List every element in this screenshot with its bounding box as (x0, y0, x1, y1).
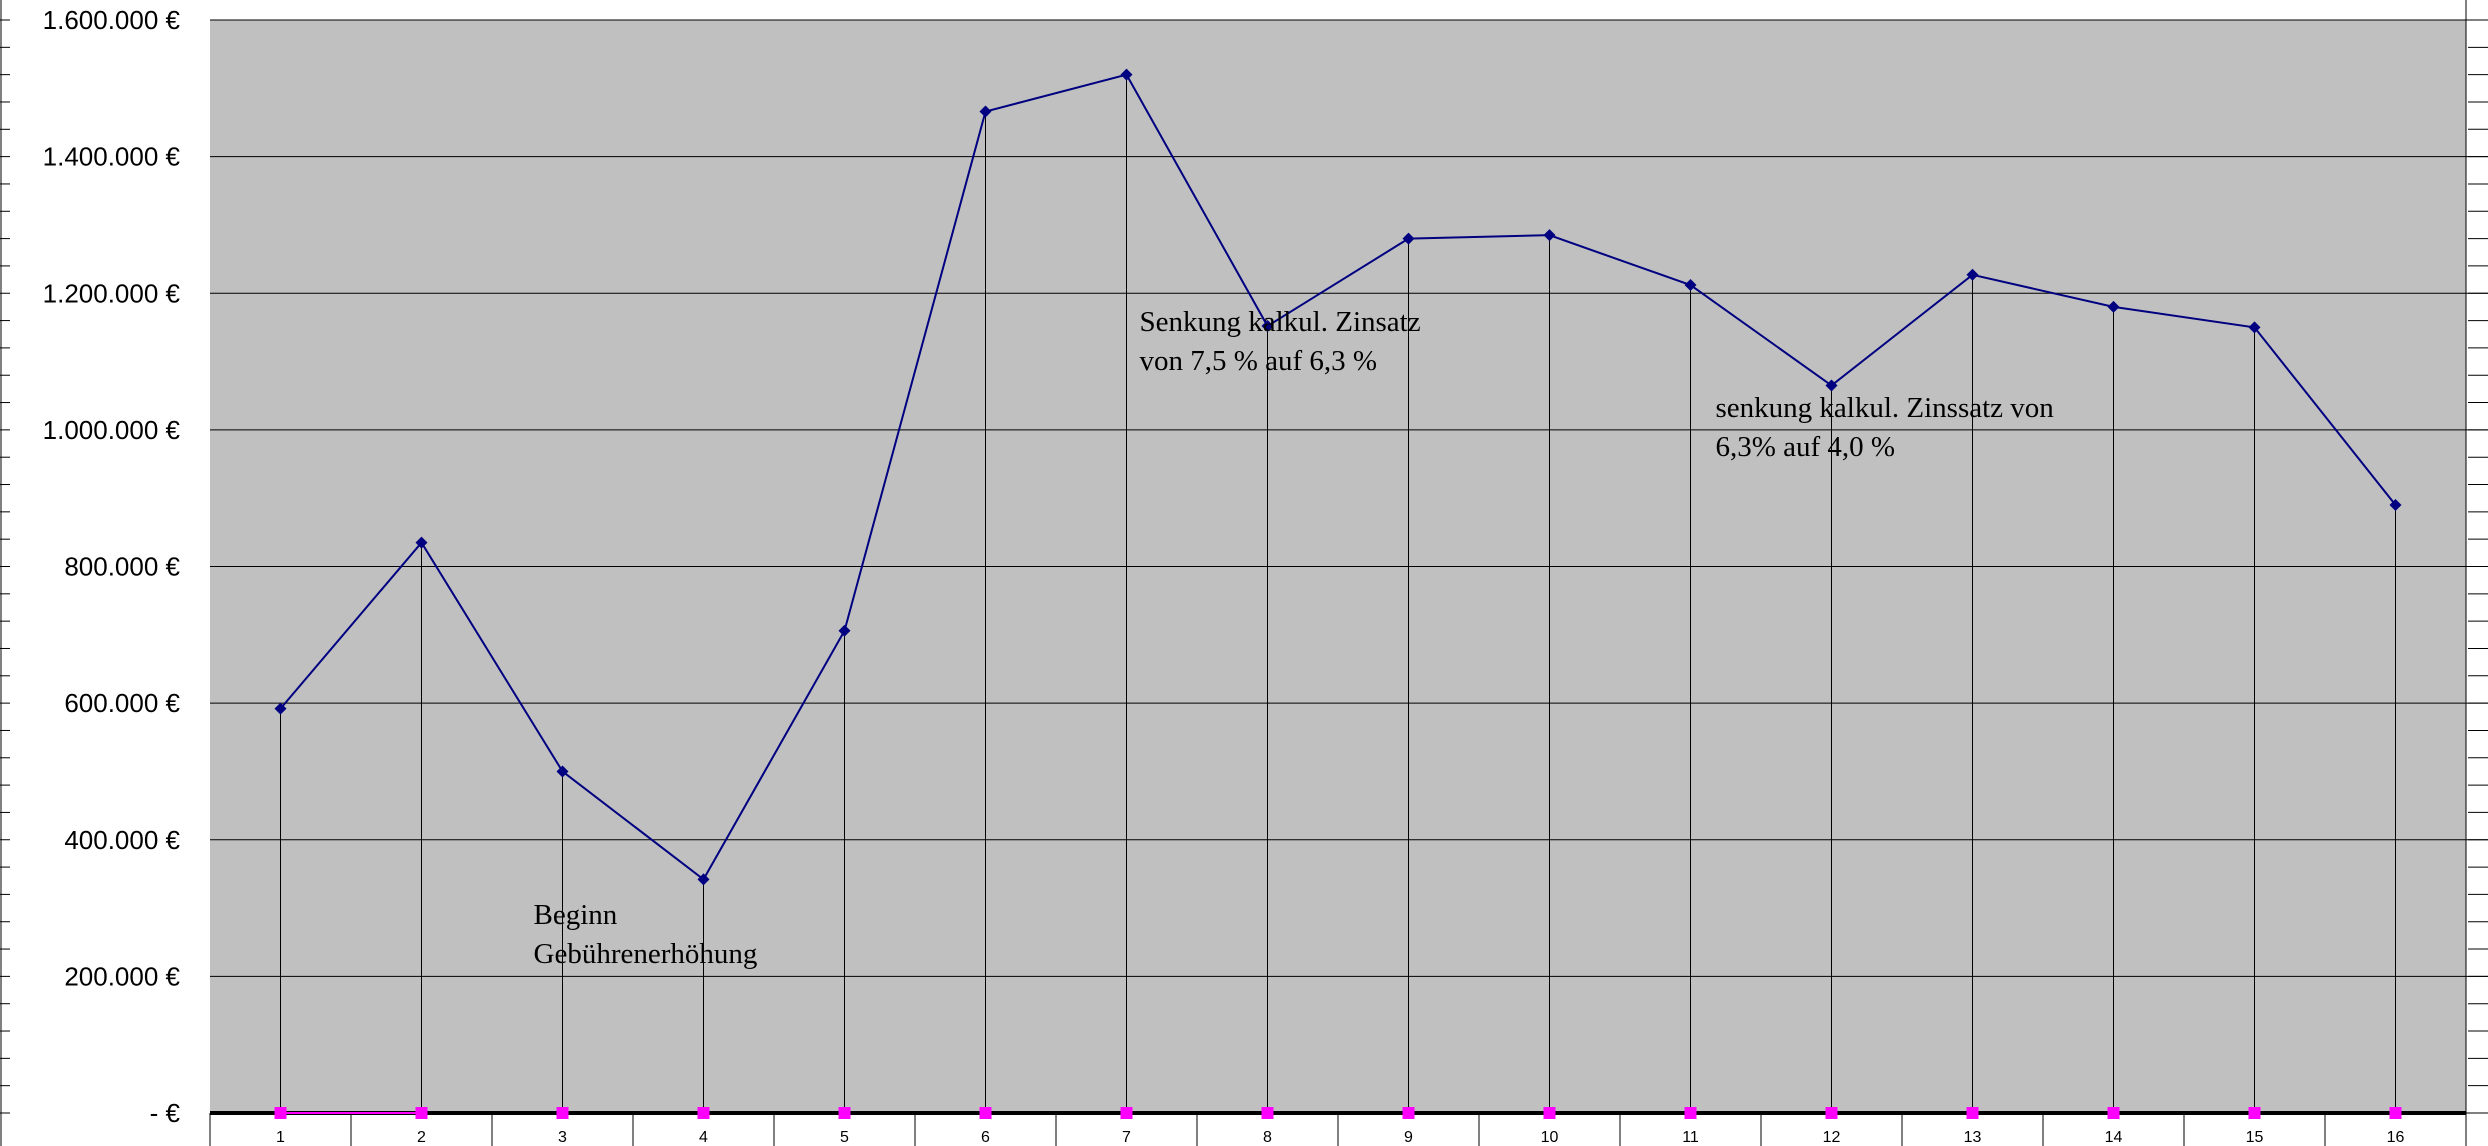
data-point (1684, 279, 1697, 292)
data-point (2389, 499, 2402, 512)
annotation-line: 6,3% auf 4,0 % (1715, 431, 1896, 464)
data-point-zero (838, 1107, 851, 1119)
data-point (2248, 321, 2261, 334)
data-point (415, 536, 428, 549)
y-tick-label: 1.200.000 € (43, 278, 181, 308)
data-point (556, 765, 569, 778)
x-tick-label: 10 (1541, 1129, 1559, 1146)
x-tick-label: 16 (2387, 1129, 2405, 1146)
x-tick-label: 6 (981, 1129, 990, 1146)
data-point-zero (1261, 1107, 1274, 1119)
y-tick-label: 800.000 € (64, 552, 180, 582)
x-tick-label: 7 (1122, 1129, 1131, 1146)
annotation-line: Gebührenerhöhung (533, 938, 758, 971)
y-tick-label: 200.000 € (64, 961, 180, 991)
x-tick-label: 5 (840, 1129, 849, 1146)
annotation-line: Senkung kalkul. Zinsatz (1139, 305, 1421, 338)
x-tick-label: 8 (1263, 1129, 1272, 1146)
x-tick-label: 2 (417, 1129, 426, 1146)
x-tick-label: 12 (1823, 1129, 1841, 1146)
data-point (1966, 268, 1979, 281)
data-point (1825, 379, 1838, 392)
data-point-zero (2248, 1107, 2261, 1119)
y-tick-label: 400.000 € (64, 825, 180, 855)
y-tick-label: 1.000.000 € (43, 415, 181, 445)
x-tick-label: 4 (699, 1129, 708, 1146)
data-point (274, 702, 287, 715)
x-tick-label: 3 (558, 1129, 567, 1146)
x-tick-label: 14 (2105, 1129, 2123, 1146)
x-tick-label: 13 (1964, 1129, 1982, 1146)
x-tick-label: 15 (2246, 1129, 2264, 1146)
data-point-zero (556, 1107, 569, 1119)
y-tick-label: 1.600.000 € (43, 5, 181, 35)
data-point-zero (2107, 1107, 2120, 1119)
data-point-zero (1120, 1107, 1133, 1119)
data-point (1543, 229, 1556, 242)
data-point-zero (1825, 1107, 1838, 1119)
data-point (979, 105, 992, 118)
data-point (1261, 320, 1274, 333)
data-point (2107, 300, 2120, 313)
data-point-zero (1684, 1107, 1697, 1119)
y-tick-label: 1.400.000 € (43, 142, 181, 172)
data-point-zero (1402, 1107, 1415, 1119)
annotation-line: senkung kalkul. Zinssatz von (1715, 392, 2054, 425)
data-point-zero (1543, 1107, 1556, 1119)
y-tick-label: - € (150, 1098, 181, 1128)
chart-annotation: senkung kalkul. Zinssatz von 6,3% auf 4,0… (1716, 389, 2054, 467)
data-point-zero (415, 1107, 428, 1119)
x-tick-label: 11 (1682, 1129, 1699, 1146)
series-line (279, 73, 2397, 881)
annotation-line: von 7,5 % auf 6,3 % (1139, 344, 1378, 377)
x-tick-label: 1 (276, 1129, 285, 1146)
data-point-zero (979, 1107, 992, 1119)
data-point-zero (2389, 1107, 2402, 1119)
data-point (697, 873, 710, 886)
data-point-zero (1966, 1107, 1979, 1119)
data-point-zero (697, 1107, 710, 1119)
data-point (1402, 232, 1415, 245)
data-point-zero (274, 1107, 287, 1119)
data-point (838, 624, 851, 637)
data-point (1120, 68, 1133, 81)
x-tick-label: 9 (1404, 1129, 1413, 1146)
annotation-line: Beginn (533, 899, 618, 932)
y-tick-label: 600.000 € (64, 688, 180, 718)
chart-annotation: Senkung kalkul. Zinsatz von 7,5 % auf 6,3… (1140, 303, 1421, 381)
chart-annotation: Beginn Gebührenerhöhung (534, 896, 758, 974)
